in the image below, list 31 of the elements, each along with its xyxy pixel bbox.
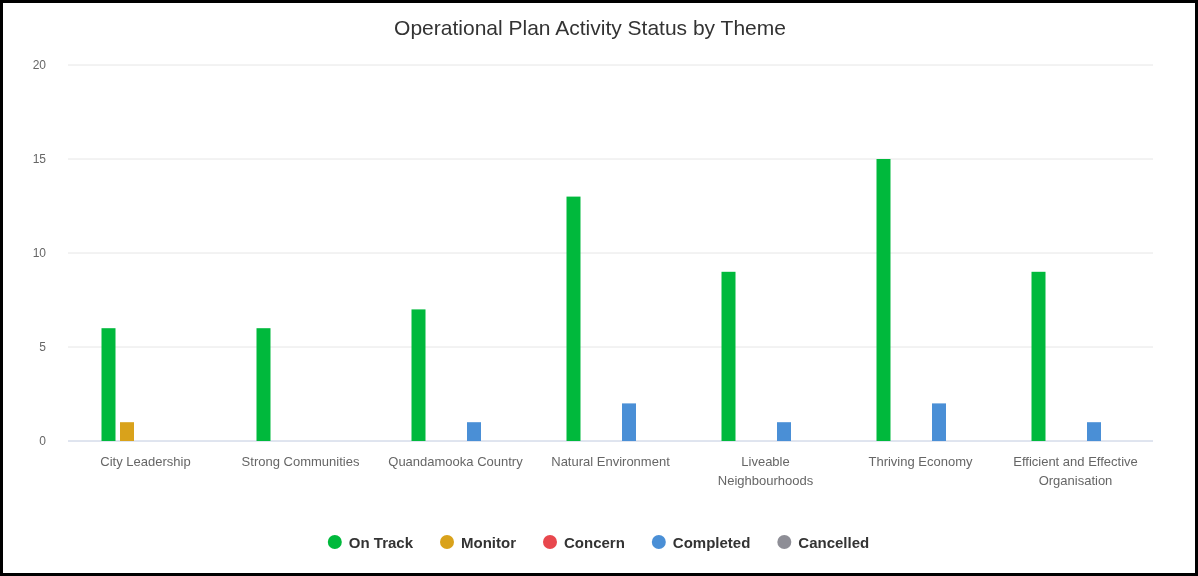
x-tick-label: Liveable Neighbourhoods: [717, 454, 814, 488]
y-tick-label: 5: [39, 340, 47, 354]
legend-label: Monitor: [461, 534, 517, 551]
bar: [932, 403, 946, 441]
y-tick-label: 10: [32, 246, 47, 260]
legend-label: Concern: [563, 534, 625, 551]
legend-label: Cancelled: [798, 534, 870, 551]
legend-label: On Track: [348, 534, 414, 551]
y-tick-label: 0: [39, 434, 47, 448]
x-tick-label: Natural Environment: [551, 454, 671, 469]
chart-title: Operational Plan Activity Status by Theme: [394, 16, 786, 39]
bar: [1087, 422, 1101, 441]
y-tick-label: 20: [32, 58, 47, 72]
bar: [721, 271, 736, 441]
x-tick-label: Thriving Economy: [868, 454, 974, 469]
legend-label: Completed: [672, 534, 751, 551]
x-tick-label: Quandamooka Country: [388, 454, 524, 469]
bar: [777, 422, 791, 441]
bar: [120, 422, 134, 441]
bar: [566, 196, 581, 441]
bar: [411, 309, 426, 441]
x-tick-label: City Leadership: [100, 454, 191, 469]
bar: [1031, 271, 1046, 441]
x-tick-label: Strong Communities: [241, 454, 360, 469]
y-tick-label: 15: [32, 152, 47, 166]
bar: [101, 328, 116, 441]
bar: [256, 328, 271, 441]
bar: [622, 403, 636, 441]
x-tick-label: Efficient and Effective Organisation: [1013, 454, 1138, 488]
bar: [876, 159, 891, 441]
bar: [467, 422, 481, 441]
